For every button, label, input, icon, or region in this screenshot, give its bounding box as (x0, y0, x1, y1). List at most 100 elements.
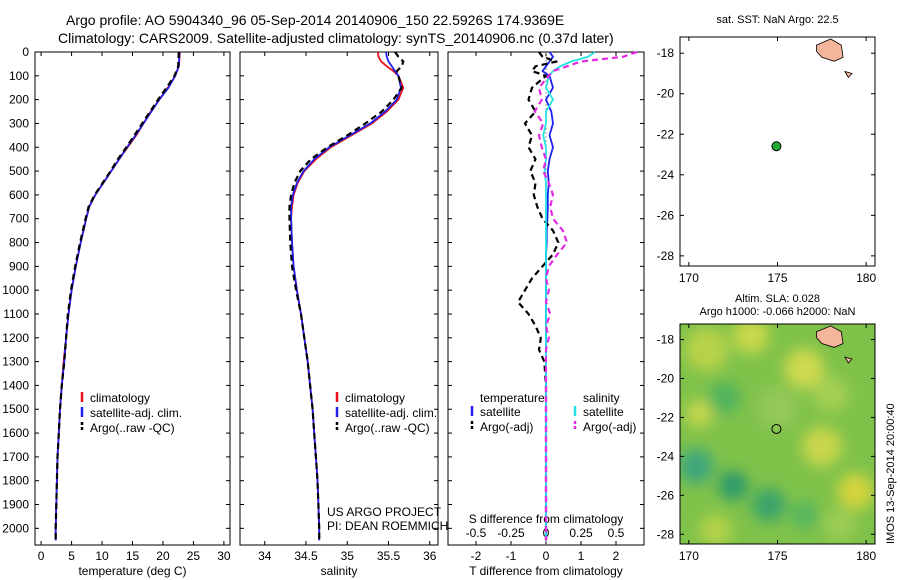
annotation-line-1: US ARGO PROJECT (327, 505, 442, 519)
x-tick-label: 25 (187, 549, 201, 563)
depth-tick-label: 800 (9, 236, 29, 250)
island-shape (816, 38, 844, 62)
sst-panel-title: sat. SST: NaN Argo: 22.5 (716, 14, 839, 26)
series-line-argo-raw-qc- (54, 51, 180, 541)
lat-tick-label: -26 (657, 488, 675, 502)
x-tick-label: 30 (217, 549, 231, 563)
sla-field-patch (837, 473, 874, 510)
legend-entry: climatology (345, 391, 405, 405)
legend-entry: climatology (90, 391, 150, 405)
lon-tick-label: 180 (856, 271, 876, 285)
lat-tick-label: -28 (657, 249, 675, 263)
lat-tick-label: -20 (657, 87, 675, 101)
lat-tick-label: -26 (657, 208, 675, 222)
island-shape (816, 325, 844, 348)
argo-position-marker (771, 423, 782, 434)
argo-position-marker (771, 141, 782, 152)
depth-tick-label: 100 (9, 69, 29, 83)
x-tick-label: 5 (68, 549, 75, 563)
depth-tick-label: 1900 (2, 498, 29, 512)
lon-tick-label: 180 (856, 549, 876, 563)
legend-entry: satellite (583, 405, 624, 419)
sla-field-patch (708, 381, 741, 414)
sla-field-patch (751, 488, 786, 523)
depth-tick-label: 0 (22, 45, 29, 59)
sla-panel-title-1: Altim. SLA: 0.028 (735, 293, 820, 305)
lon-tick-label: 170 (679, 271, 699, 285)
x-tick-label: 35 (341, 549, 355, 563)
sla-field-patch (685, 399, 714, 428)
lat-tick-label: -22 (657, 127, 675, 141)
lat-tick-label: -18 (657, 333, 675, 347)
sla-field-patch (790, 500, 819, 529)
x-tick-label: 10 (95, 549, 109, 563)
map-content (680, 307, 875, 544)
depth-tick-label: 900 (9, 259, 29, 273)
sla-field-patch (801, 426, 842, 467)
island-shape (844, 70, 853, 79)
profile-panel-1: 0100200300400500600700800900100011001200… (2, 45, 231, 578)
lat-tick-label: -24 (657, 168, 675, 182)
depth-tick-label: 300 (9, 116, 29, 130)
sla-field-patch (699, 514, 732, 544)
map-background (680, 37, 875, 266)
x-tick-label: 2 (613, 549, 620, 563)
annotation-line-2: PI: DEAN ROEMMICH (327, 519, 448, 533)
title-line-1: Argo profile: AO 5904340_96 05-Sep-2014 … (66, 12, 565, 28)
depth-tick-label: 2000 (2, 521, 29, 535)
sla-field-patch (757, 387, 798, 428)
x-tick-label: 0 (38, 549, 45, 563)
island-shape (848, 307, 869, 323)
sla-field-patch (823, 508, 856, 541)
legend-entry: satellite-adj. clim. (345, 406, 437, 420)
depth-tick-label: 1000 (2, 283, 29, 297)
x-tick-label: 0 (543, 549, 550, 563)
depth-tick-label: 1600 (2, 426, 29, 440)
x-tick-label: 15 (126, 549, 140, 563)
depth-tick-label: 1200 (2, 331, 29, 345)
x-tick-label: 36 (423, 549, 437, 563)
x-tick-label: 35.5 (377, 549, 401, 563)
depth-tick-label: 400 (9, 140, 29, 154)
depth-tick-label: 1100 (3, 307, 29, 321)
x-tick-label: 20 (156, 549, 170, 563)
plot-frame (239, 51, 439, 546)
depth-tick-label: 1300 (2, 355, 29, 369)
depth-tick-label: 1700 (2, 450, 29, 464)
map-content (680, 27, 875, 266)
legend-entry: Argo(..raw -QC) (90, 421, 175, 435)
depth-tick-label: 500 (9, 164, 29, 178)
top-tick-label: 0.25 (569, 526, 593, 540)
lon-tick-label: 170 (679, 549, 699, 563)
x-axis-label: temperature (deg C) (78, 564, 186, 578)
profile-panel-3: -2 -1 0 1 2T difference from climatology -0.5… (447, 50, 645, 578)
plot-frame (34, 51, 231, 546)
x-tick-label: -2 (471, 549, 482, 563)
legend-header-salinity: salinity (583, 391, 620, 405)
x-tick-label: -1 (506, 549, 517, 563)
top-tick-label: -0.5 (466, 526, 487, 540)
x-tick-label: 34 (258, 549, 272, 563)
depth-tick-label: 1500 (2, 402, 29, 416)
sla-field-patch (718, 470, 749, 501)
legend-header-temperature: temperature (480, 391, 545, 405)
lat-tick-label: -22 (657, 410, 675, 424)
sla-field-patch (684, 327, 729, 372)
x-axis-label: T difference from climatology (469, 564, 623, 578)
lat-tick-label: -28 (657, 527, 675, 541)
x-tick-label: 34.5 (294, 549, 318, 563)
island-shape (804, 27, 811, 33)
legend-entry: satellite-adj. clim. (90, 406, 182, 420)
sla-panel-title-2: Argo h1000: -0.066 h2000: NaN (699, 306, 856, 318)
lat-tick-label: -18 (657, 46, 675, 60)
legend-entry: Argo(-adj) (480, 420, 533, 434)
sla-field (680, 324, 874, 544)
legend-entry: satellite (480, 405, 521, 419)
legend-entry: Argo(-adj) (583, 420, 636, 434)
depth-tick-label: 700 (9, 212, 29, 226)
top-tick-label: -0.25 (497, 526, 525, 540)
lat-tick-label: -20 (657, 372, 675, 386)
legend-entry: Argo(..raw -QC) (345, 421, 430, 435)
lat-tick-label: -24 (657, 449, 675, 463)
